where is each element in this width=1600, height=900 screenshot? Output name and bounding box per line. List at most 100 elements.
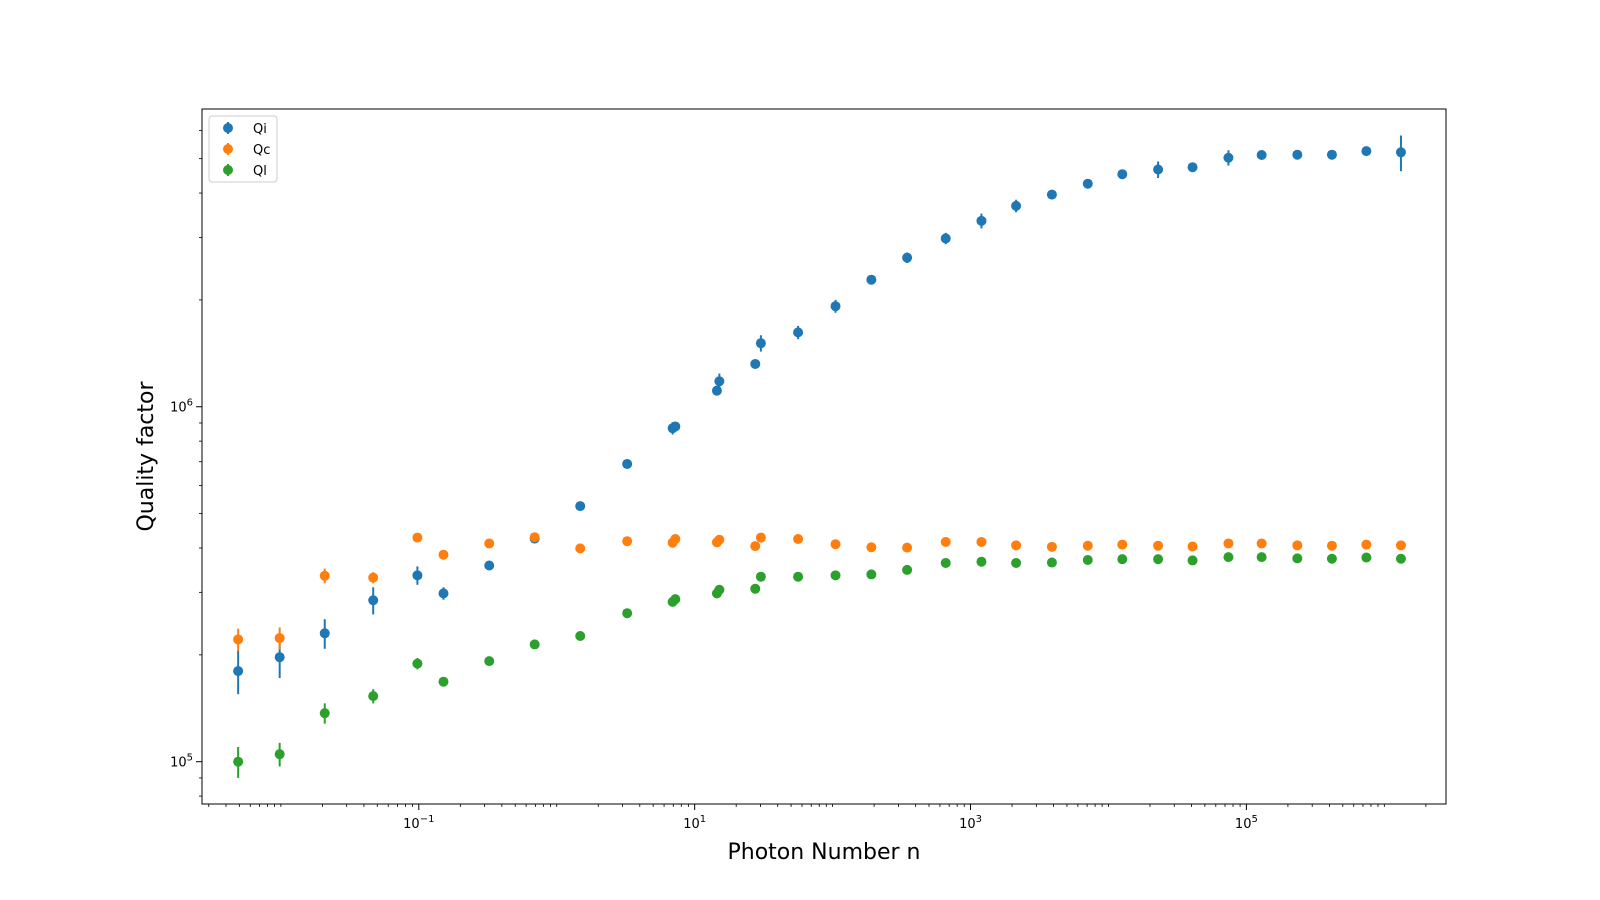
data-point xyxy=(1256,538,1267,549)
data-point xyxy=(1187,555,1198,566)
data-point xyxy=(1046,189,1057,200)
data-point xyxy=(976,536,987,547)
data-point xyxy=(1256,552,1267,563)
data-point xyxy=(1046,557,1057,568)
data-point xyxy=(714,534,725,545)
data-point xyxy=(1223,152,1234,163)
data-point xyxy=(755,571,766,582)
data-point xyxy=(319,570,330,581)
data-point xyxy=(575,631,586,642)
data-point xyxy=(714,584,725,595)
data-point xyxy=(902,564,913,575)
legend-item-qi: Qi xyxy=(223,122,267,137)
data-point xyxy=(1223,538,1234,549)
data-point xyxy=(1011,557,1022,568)
x-tick-label: 105 xyxy=(1235,814,1258,832)
data-point xyxy=(274,652,285,663)
data-point xyxy=(1082,178,1093,189)
data-point xyxy=(670,534,681,545)
legend: Qi Qc Ql xyxy=(208,115,278,183)
data-point xyxy=(793,571,804,582)
data-point xyxy=(1153,164,1164,175)
data-point xyxy=(793,327,804,338)
data-point xyxy=(670,421,681,432)
plot-frame xyxy=(201,108,1447,805)
data-point xyxy=(233,666,244,677)
data-point xyxy=(484,560,495,571)
data-point xyxy=(866,569,877,580)
legend-label: Qi xyxy=(253,122,267,137)
data-point xyxy=(1292,553,1303,564)
data-point xyxy=(755,532,766,543)
data-point xyxy=(1361,552,1372,563)
data-point xyxy=(412,532,423,543)
data-point xyxy=(1117,554,1128,565)
data-point xyxy=(755,338,766,349)
data-point xyxy=(866,542,877,553)
data-point xyxy=(1395,147,1406,158)
legend-item-qc: Qc xyxy=(223,143,270,158)
data-point xyxy=(976,215,987,226)
data-point xyxy=(438,588,449,599)
data-point xyxy=(1326,553,1337,564)
x-tick-label: 103 xyxy=(959,814,982,832)
data-point xyxy=(233,756,244,767)
data-point xyxy=(1117,539,1128,550)
x-axis-title: Photon Number n xyxy=(727,840,920,865)
x-tick-label: 101 xyxy=(683,814,706,832)
data-point xyxy=(1187,541,1198,552)
data-point xyxy=(793,534,804,545)
data-point xyxy=(714,376,725,387)
data-point xyxy=(529,532,540,543)
data-point xyxy=(274,633,285,644)
data-point xyxy=(484,656,495,667)
data-point xyxy=(622,536,633,547)
data-point xyxy=(1153,554,1164,565)
data-point xyxy=(750,358,761,369)
data-point xyxy=(319,708,330,719)
data-point xyxy=(1223,552,1234,563)
data-point xyxy=(484,538,495,549)
data-point xyxy=(1153,540,1164,551)
data-point xyxy=(1117,169,1128,180)
data-point xyxy=(529,639,540,650)
data-point xyxy=(830,301,841,312)
legend-marker xyxy=(223,123,233,133)
data-point xyxy=(750,583,761,594)
legend-item-ql: Ql xyxy=(223,164,267,179)
data-point xyxy=(940,233,951,244)
data-point xyxy=(622,608,633,619)
series-ql xyxy=(233,552,1406,778)
legend-marker xyxy=(223,144,233,154)
data-point xyxy=(1256,149,1267,160)
data-point xyxy=(1326,540,1337,551)
data-point xyxy=(1082,540,1093,551)
data-point xyxy=(368,572,379,583)
data-point xyxy=(711,385,722,396)
data-point xyxy=(575,501,586,512)
data-point xyxy=(940,557,951,568)
data-point xyxy=(1082,555,1093,566)
data-point xyxy=(940,536,951,547)
data-point xyxy=(274,749,285,760)
data-point xyxy=(622,458,633,469)
axes-layer: 10−1 101 103 105 105 106 xyxy=(170,130,1427,832)
y-tick-label: 105 xyxy=(170,753,193,771)
data-point xyxy=(670,594,681,605)
data-point xyxy=(412,658,423,669)
data-point xyxy=(438,676,449,687)
data-point xyxy=(902,252,913,263)
data-point xyxy=(575,543,586,554)
data-point xyxy=(1187,162,1198,173)
data-point xyxy=(1011,540,1022,551)
data-point xyxy=(902,542,913,553)
y-tick-label: 106 xyxy=(170,398,193,416)
data-point xyxy=(1326,149,1337,160)
data-point xyxy=(1292,149,1303,160)
data-point xyxy=(412,570,423,581)
data-point xyxy=(368,595,379,606)
data-point xyxy=(1011,200,1022,211)
x-tick-label: 10−1 xyxy=(403,814,434,832)
data-point xyxy=(319,628,330,639)
data-point xyxy=(1395,540,1406,551)
